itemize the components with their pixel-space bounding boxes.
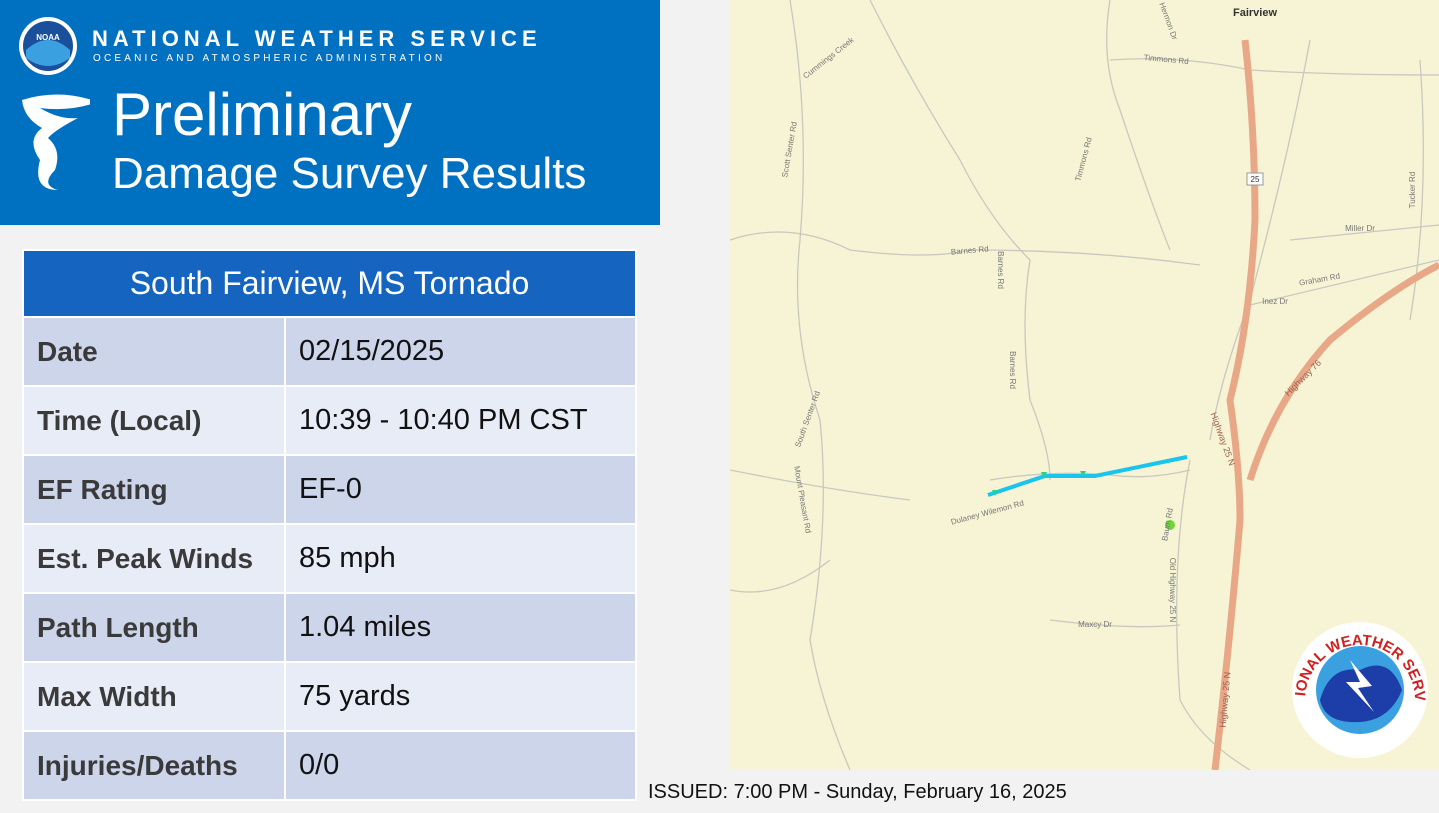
map-label: Tucker Rd [1408,172,1417,209]
map-label: Barnes Rd [951,244,989,256]
header: NOAA NATIONAL WEATHER SERVICE OCEANIC AN… [0,0,660,225]
summary-table: South Fairview, MS Tornado Date 02/15/202… [22,249,637,801]
map-label: Fairview [1233,7,1277,19]
table-row: Est. Peak Winds 85 mph [22,523,637,594]
map-label: 25 [1251,175,1260,184]
logos: NOAA [19,17,90,190]
cell-label: Est. Peak Winds [22,523,286,594]
subagency: OCEANIC AND ATMOSPHERIC ADMINISTRATION [93,53,446,64]
cell-value: 85 mph [284,523,637,594]
cell-label: EF Rating [22,454,286,525]
title: Preliminary [112,81,413,148]
cell-value: 10:39 - 10:40 PM CST [284,385,637,456]
cell-value: 0/0 [284,730,637,801]
cell-value: 1.04 miles [284,592,637,663]
cell-label: Injuries/Deaths [22,730,286,801]
map-label: Highway 25 N [1218,671,1233,728]
agency: NATIONAL WEATHER SERVICE [92,26,542,51]
cell-label: Path Length [22,592,286,663]
table-row: Date 02/15/2025 [22,316,637,387]
subtitle: Damage Survey Results [112,149,587,198]
map-label: Miller Dr [1345,224,1375,233]
map-label: Timmons Rd [1143,53,1189,66]
table-row: Max Width 75 yards [22,661,637,732]
cell-label: Max Width [22,661,286,732]
table-title: South Fairview, MS Tornado [22,249,637,318]
cell-value: 02/15/2025 [284,316,637,387]
noaa-logo-text: NOAA [36,33,60,42]
table-row: Time (Local) 10:39 - 10:40 PM CST [22,385,637,456]
map-label: Inez Dr [1262,297,1288,306]
cell-value: 75 yards [284,661,637,732]
map-label: Maxcy Dr [1078,620,1112,629]
issued-line: ISSUED: 7:00 PM - Sunday, February 16, 2… [648,781,1067,803]
table-row: Injuries/Deaths 0/0 [22,730,637,801]
cell-label: Date [22,316,286,387]
map-label: Barnes Rd [1008,351,1017,389]
table-row: EF Rating EF-0 [22,454,637,525]
table-row: Path Length 1.04 miles [22,592,637,663]
cell-value: EF-0 [284,454,637,525]
map-label: Barnes Rd [996,251,1005,289]
map-label: Old Highway 25 N [1168,558,1177,623]
cell-label: Time (Local) [22,385,286,456]
